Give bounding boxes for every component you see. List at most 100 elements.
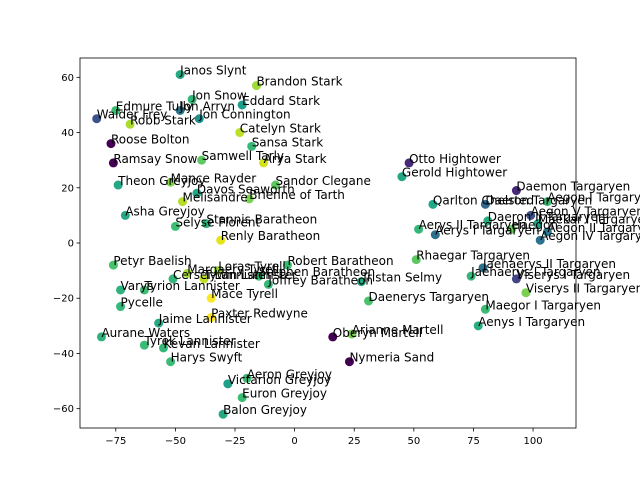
- scatter-point: [197, 155, 207, 165]
- point-label: Brandon Stark: [256, 75, 342, 89]
- scatter-point: [108, 260, 118, 270]
- scatter-point: [175, 70, 185, 80]
- scatter-point: [237, 100, 247, 110]
- point-label: Robert Baratheon: [287, 254, 393, 268]
- point-label: Melisandre: [183, 191, 248, 205]
- x-tick-label: 0: [291, 436, 297, 447]
- y-tick-label: 60: [61, 73, 74, 84]
- plot-frame: [79, 57, 577, 429]
- scatter-point: [404, 158, 414, 168]
- point-label: Edmure Tully: [116, 99, 193, 113]
- scatter-point: [168, 274, 178, 284]
- y-axis-ticks: −60 −40 −20 0 20 40 60: [53, 73, 80, 415]
- scatter-point: [263, 279, 273, 289]
- scatter-point: [166, 357, 176, 367]
- point-label: Aerys I Targaryen: [435, 224, 539, 238]
- point-label: Aurane Waters: [101, 326, 190, 340]
- point-label: Daeron Targaryen: [485, 193, 592, 207]
- point-label: Aegon II Targaryen: [547, 221, 640, 235]
- point-label: Janos Slynt: [179, 64, 247, 78]
- point-label: Varys: [121, 279, 154, 293]
- point-label: Paxter Redwyne: [211, 307, 308, 321]
- x-tick-label: 100: [524, 436, 543, 447]
- scatter-point: [483, 216, 493, 226]
- point-label: Jon Snow: [191, 88, 247, 102]
- scatter-point: [428, 199, 438, 209]
- point-label: Catelyn Stark: [240, 122, 321, 136]
- scatter-point: [411, 255, 421, 265]
- scatter-point: [116, 285, 126, 295]
- scatter-point: [175, 105, 185, 115]
- point-label: Robb Stark: [130, 113, 196, 127]
- point-label: Roose Bolton: [111, 133, 190, 147]
- point-label: Balon Greyjoy: [223, 403, 307, 417]
- point-label: Nymeria Sand: [349, 351, 434, 365]
- point-label: Jon Connington: [198, 108, 290, 122]
- scatter-point: [254, 271, 264, 281]
- scatter-point: [356, 277, 366, 287]
- point-label: Oberyn Martell: [333, 326, 422, 340]
- point-label: Haegon: [512, 218, 558, 232]
- point-label: Daenerys Targaryen: [369, 290, 489, 304]
- scatter-point: [139, 340, 149, 350]
- scatter-point: [478, 263, 488, 273]
- scatter-point: [414, 224, 424, 234]
- scatter-point: [218, 409, 228, 419]
- point-label: Brienne of Tarth: [249, 188, 345, 202]
- x-axis-ticks: −75 −50 −25 0 25 50 75 100: [105, 428, 543, 447]
- point-label: Kevan Lannister: [163, 337, 259, 351]
- scatter-point: [430, 230, 440, 240]
- point-label: Stannis Baratheon: [206, 213, 317, 227]
- y-tick-label: −20: [53, 294, 74, 305]
- scatter-point: [187, 94, 197, 104]
- point-label: Victarion Greyjoy: [228, 373, 331, 387]
- scatter-point: [201, 219, 211, 229]
- point-label: Loras Tyrell: [218, 260, 285, 274]
- y-tick-label: 40: [61, 128, 74, 139]
- point-label: Stephen Baratheon: [259, 265, 375, 279]
- point-label: Aeron Greyjoy: [247, 367, 332, 381]
- scatter-point: [206, 313, 216, 323]
- point-label: Margaery Tyrell: [187, 262, 279, 276]
- point-label: Aegon IV Targaryen: [540, 229, 640, 243]
- point-label: Aegon I Targaryen: [547, 191, 640, 205]
- x-tick-label: −50: [165, 436, 186, 447]
- scatter-point: [182, 268, 192, 278]
- point-label: Aerys II Targaryen: [419, 218, 527, 232]
- x-tick-label: −25: [224, 436, 245, 447]
- scatter-point: [271, 180, 281, 190]
- scatter-point: [120, 210, 130, 220]
- scatter-point: [92, 114, 102, 124]
- scatter-point: [480, 304, 490, 314]
- scatter-point: [244, 194, 254, 204]
- scatter-point: [511, 274, 521, 284]
- scatter-point: [154, 318, 164, 328]
- point-label: Jaehaerys II Targaryen: [482, 257, 616, 271]
- scatter-point: [199, 274, 209, 284]
- point-label: Tywin Lannister: [203, 268, 297, 282]
- scatter-point: [347, 329, 357, 339]
- points-layer: [92, 70, 552, 419]
- point-label: Rhaegar Targaryen: [416, 249, 530, 263]
- scatter-point: [247, 141, 257, 151]
- scatter-point: [106, 139, 116, 149]
- point-label: Eddard Stark: [242, 94, 320, 108]
- scatter-point: [466, 271, 476, 281]
- scatter-point: [542, 227, 552, 237]
- scatter-point: [259, 158, 269, 168]
- point-label: Joffrey Baratheon: [267, 273, 373, 287]
- scatter-point: [216, 235, 226, 245]
- scatter-point: [473, 321, 483, 331]
- point-label: Mace Tyrell: [211, 287, 278, 301]
- point-label: Otto Hightower: [409, 152, 501, 166]
- scatter-point: [192, 188, 202, 198]
- scatter-point: [158, 343, 168, 353]
- scatter-point: [116, 302, 126, 312]
- scatter-point: [139, 285, 149, 295]
- point-label: Tristan Selmy: [360, 271, 442, 285]
- scatter-point: [328, 332, 338, 342]
- point-label: Renly Baratheon: [221, 229, 321, 243]
- point-label: Jon Arryn: [179, 99, 235, 113]
- scatter-point: [213, 266, 223, 276]
